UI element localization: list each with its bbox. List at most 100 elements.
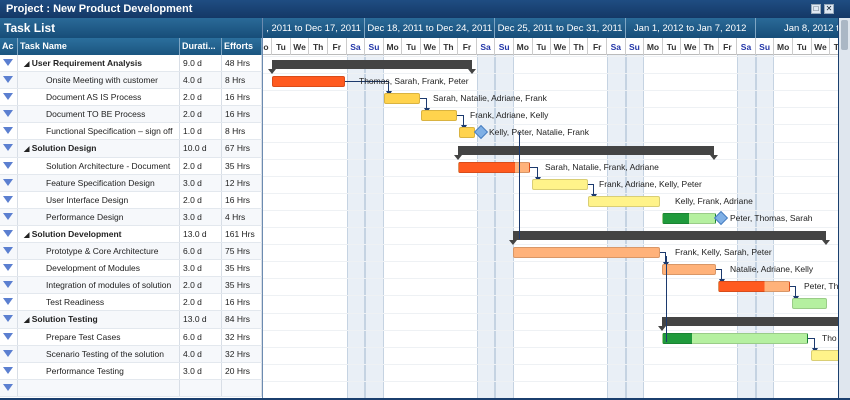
dropdown-triangle-icon[interactable] bbox=[3, 76, 13, 84]
table-row[interactable]: Solution Architecture - Document 2.0 d 3… bbox=[0, 157, 262, 175]
dropdown-triangle-icon[interactable] bbox=[3, 59, 13, 66]
task-bar[interactable] bbox=[272, 76, 345, 88]
task-name[interactable]: Onsite Meeting with customer bbox=[18, 72, 180, 89]
row-action[interactable] bbox=[0, 157, 18, 174]
collapse-icon[interactable]: ◢ bbox=[24, 231, 30, 239]
table-row[interactable] bbox=[0, 379, 262, 397]
table-row[interactable]: Onsite Meeting with customer 4.0 d 8 Hrs bbox=[0, 72, 262, 90]
milestone-diamond-icon[interactable] bbox=[713, 210, 729, 225]
scrollbar-thumb[interactable] bbox=[841, 20, 848, 50]
table-row[interactable]: Functional Specification – sign off 1.0 … bbox=[0, 123, 262, 141]
table-row[interactable]: Scenario Testing of the solution 4.0 d 3… bbox=[0, 345, 262, 363]
task-bar[interactable] bbox=[459, 127, 475, 139]
task-name[interactable]: Performance Testing bbox=[18, 362, 180, 379]
row-action[interactable] bbox=[0, 89, 18, 106]
dropdown-triangle-icon[interactable] bbox=[3, 281, 13, 289]
summary-bar[interactable] bbox=[454, 145, 718, 160]
dropdown-triangle-icon[interactable] bbox=[3, 315, 13, 323]
task-name[interactable]: Solution Architecture - Document bbox=[18, 157, 180, 174]
task-name[interactable]: Functional Specification – sign off bbox=[18, 123, 180, 140]
table-row[interactable]: ◢ Solution Testing 13.0 d 84 Hrs bbox=[0, 311, 262, 329]
task-name[interactable]: Test Readiness bbox=[18, 294, 180, 311]
dropdown-triangle-icon[interactable] bbox=[3, 195, 13, 203]
row-action[interactable] bbox=[0, 328, 18, 345]
dropdown-triangle-icon[interactable] bbox=[3, 229, 13, 237]
table-row[interactable]: Prepare Test Cases 6.0 d 32 Hrs bbox=[0, 328, 262, 346]
row-action[interactable] bbox=[0, 379, 18, 396]
table-row[interactable]: Document TO BE Process 2.0 d 16 Hrs bbox=[0, 106, 262, 124]
dropdown-triangle-icon[interactable] bbox=[3, 332, 13, 340]
collapse-icon[interactable]: ◢ bbox=[24, 61, 30, 68]
column-header-ac[interactable]: Ac bbox=[0, 38, 18, 55]
task-bar[interactable] bbox=[532, 178, 588, 190]
row-action[interactable] bbox=[0, 225, 18, 243]
dropdown-triangle-icon[interactable] bbox=[3, 161, 13, 169]
task-bar[interactable] bbox=[662, 264, 716, 276]
table-row[interactable]: Prototype & Core Architecture 6.0 d 75 H… bbox=[0, 243, 262, 261]
row-action[interactable] bbox=[0, 208, 18, 225]
row-action[interactable] bbox=[0, 123, 18, 140]
table-row[interactable]: Document AS IS Process 2.0 d 16 Hrs bbox=[0, 89, 262, 107]
task-bar[interactable] bbox=[384, 93, 420, 105]
dropdown-triangle-icon[interactable] bbox=[3, 144, 13, 152]
dropdown-triangle-icon[interactable] bbox=[3, 93, 13, 101]
row-action[interactable] bbox=[0, 106, 18, 123]
maximize-icon[interactable]: □ bbox=[811, 4, 821, 14]
collapse-icon[interactable]: ◢ bbox=[24, 317, 30, 325]
task-bar[interactable] bbox=[588, 195, 660, 207]
task-name[interactable]: Performance Design bbox=[18, 208, 180, 225]
dropdown-triangle-icon[interactable] bbox=[3, 264, 13, 272]
task-name[interactable] bbox=[18, 379, 180, 396]
summary-bar[interactable] bbox=[658, 316, 838, 331]
task-name[interactable]: Document AS IS Process bbox=[18, 89, 180, 106]
row-action[interactable] bbox=[0, 174, 18, 191]
task-name[interactable]: Scenario Testing of the solution bbox=[18, 345, 180, 362]
task-bar[interactable] bbox=[662, 332, 808, 344]
table-row[interactable]: ◢ Solution Design 10.0 d 67 Hrs bbox=[0, 140, 262, 158]
table-row[interactable]: Integration of modules of solution 2.0 d… bbox=[0, 277, 262, 295]
task-name[interactable]: Integration of modules of solution bbox=[18, 277, 180, 294]
dropdown-triangle-icon[interactable] bbox=[3, 298, 13, 306]
table-row[interactable]: Performance Design 3.0 d 4 Hrs bbox=[0, 208, 262, 226]
dropdown-triangle-icon[interactable] bbox=[3, 247, 13, 255]
task-name[interactable]: Prepare Test Cases bbox=[18, 328, 180, 345]
dropdown-triangle-icon[interactable] bbox=[3, 349, 13, 357]
table-row[interactable]: ◢ Solution Development 13.0 d 161 Hrs bbox=[0, 225, 262, 244]
task-bar[interactable] bbox=[662, 212, 716, 224]
column-header-duration[interactable]: Durati... bbox=[180, 38, 222, 55]
task-bar[interactable] bbox=[513, 247, 660, 259]
row-action[interactable] bbox=[0, 277, 18, 294]
dropdown-triangle-icon[interactable] bbox=[3, 366, 13, 374]
row-action[interactable] bbox=[0, 345, 18, 362]
task-bar[interactable] bbox=[811, 349, 838, 361]
collapse-icon[interactable]: ◢ bbox=[24, 146, 30, 154]
table-row[interactable]: User Interface Design 2.0 d 16 Hrs bbox=[0, 191, 262, 209]
table-row[interactable]: Performance Testing 3.0 d 20 Hrs bbox=[0, 362, 262, 380]
close-icon[interactable]: ✕ bbox=[824, 4, 834, 14]
splitter[interactable] bbox=[262, 18, 263, 398]
row-action[interactable] bbox=[0, 311, 18, 328]
row-action[interactable] bbox=[0, 55, 18, 72]
row-action[interactable] bbox=[0, 191, 18, 208]
summary-bar[interactable] bbox=[509, 231, 830, 245]
task-name[interactable]: Document TO BE Process bbox=[18, 106, 180, 123]
task-name[interactable]: User Interface Design bbox=[18, 191, 180, 208]
task-bar[interactable] bbox=[792, 298, 827, 310]
row-action[interactable] bbox=[0, 72, 18, 89]
table-row[interactable]: ◢ User Requirement Analysis 9.0 d 48 Hrs bbox=[0, 55, 262, 73]
row-action[interactable] bbox=[0, 260, 18, 277]
dropdown-triangle-icon[interactable] bbox=[3, 383, 13, 391]
table-row[interactable]: Test Readiness 2.0 d 16 Hrs bbox=[0, 294, 262, 312]
task-name[interactable]: Development of Modules bbox=[18, 260, 180, 277]
table-row[interactable]: Feature Specification Design 3.0 d 12 Hr… bbox=[0, 174, 262, 192]
dropdown-triangle-icon[interactable] bbox=[3, 110, 13, 118]
task-bar[interactable] bbox=[718, 281, 790, 293]
task-name[interactable]: Prototype & Core Architecture bbox=[18, 243, 180, 260]
task-bar[interactable] bbox=[458, 161, 530, 173]
column-header-efforts[interactable]: Efforts bbox=[222, 38, 262, 55]
row-action[interactable] bbox=[0, 243, 18, 260]
table-row[interactable]: Development of Modules 3.0 d 35 Hrs bbox=[0, 260, 262, 278]
vertical-scrollbar[interactable] bbox=[838, 18, 850, 398]
task-name[interactable]: ◢ Solution Testing bbox=[18, 311, 180, 328]
dropdown-triangle-icon[interactable] bbox=[3, 127, 13, 135]
